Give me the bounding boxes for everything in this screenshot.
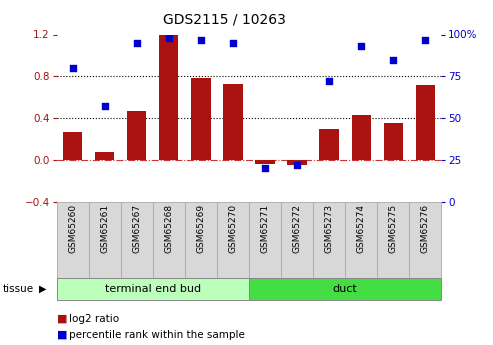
Text: GDS2115 / 10263: GDS2115 / 10263 xyxy=(163,12,286,26)
Text: GSM65267: GSM65267 xyxy=(132,204,141,253)
Text: terminal end bud: terminal end bud xyxy=(105,284,201,294)
Text: GSM65269: GSM65269 xyxy=(196,204,206,253)
Text: ■: ■ xyxy=(57,314,67,324)
Bar xyxy=(287,160,307,165)
Text: GSM65276: GSM65276 xyxy=(421,204,430,253)
Text: GSM65275: GSM65275 xyxy=(388,204,398,253)
Text: GSM65260: GSM65260 xyxy=(68,204,77,253)
Text: GSM65271: GSM65271 xyxy=(260,204,270,253)
Bar xyxy=(255,160,275,164)
Point xyxy=(357,43,365,49)
Text: tissue: tissue xyxy=(2,284,34,294)
Bar xyxy=(159,34,178,160)
Point xyxy=(325,79,333,84)
Point xyxy=(69,65,77,71)
Bar xyxy=(345,202,377,278)
Text: ■: ■ xyxy=(57,330,67,339)
Text: GSM65270: GSM65270 xyxy=(228,204,238,253)
Text: GSM65272: GSM65272 xyxy=(292,204,302,253)
Text: GSM65273: GSM65273 xyxy=(324,204,334,253)
Bar xyxy=(63,132,82,160)
Bar xyxy=(249,202,281,278)
Bar xyxy=(281,202,313,278)
Bar xyxy=(127,111,146,160)
Point xyxy=(293,162,301,168)
Point xyxy=(101,104,108,109)
Text: ▶: ▶ xyxy=(39,284,46,294)
Bar xyxy=(153,202,185,278)
Bar xyxy=(121,202,153,278)
Point xyxy=(261,166,269,171)
Bar xyxy=(249,278,441,300)
Point xyxy=(197,37,205,42)
Bar xyxy=(217,202,249,278)
Point xyxy=(165,35,173,41)
Bar xyxy=(416,85,435,160)
Point xyxy=(421,37,429,42)
Bar xyxy=(57,202,89,278)
Bar xyxy=(352,115,371,160)
Text: percentile rank within the sample: percentile rank within the sample xyxy=(69,330,245,339)
Text: GSM65268: GSM65268 xyxy=(164,204,174,253)
Text: GSM65261: GSM65261 xyxy=(100,204,109,253)
Text: duct: duct xyxy=(333,284,357,294)
Text: log2 ratio: log2 ratio xyxy=(69,314,119,324)
Point xyxy=(389,57,397,62)
Bar xyxy=(313,202,345,278)
Bar xyxy=(57,278,249,300)
Bar xyxy=(191,78,211,160)
Text: GSM65274: GSM65274 xyxy=(356,204,366,253)
Bar xyxy=(185,202,217,278)
Bar xyxy=(89,202,121,278)
Bar xyxy=(319,129,339,160)
Bar xyxy=(409,202,441,278)
Bar xyxy=(377,202,409,278)
Point xyxy=(229,40,237,46)
Bar xyxy=(384,124,403,160)
Bar xyxy=(95,152,114,160)
Point xyxy=(133,40,141,46)
Bar xyxy=(223,83,243,160)
